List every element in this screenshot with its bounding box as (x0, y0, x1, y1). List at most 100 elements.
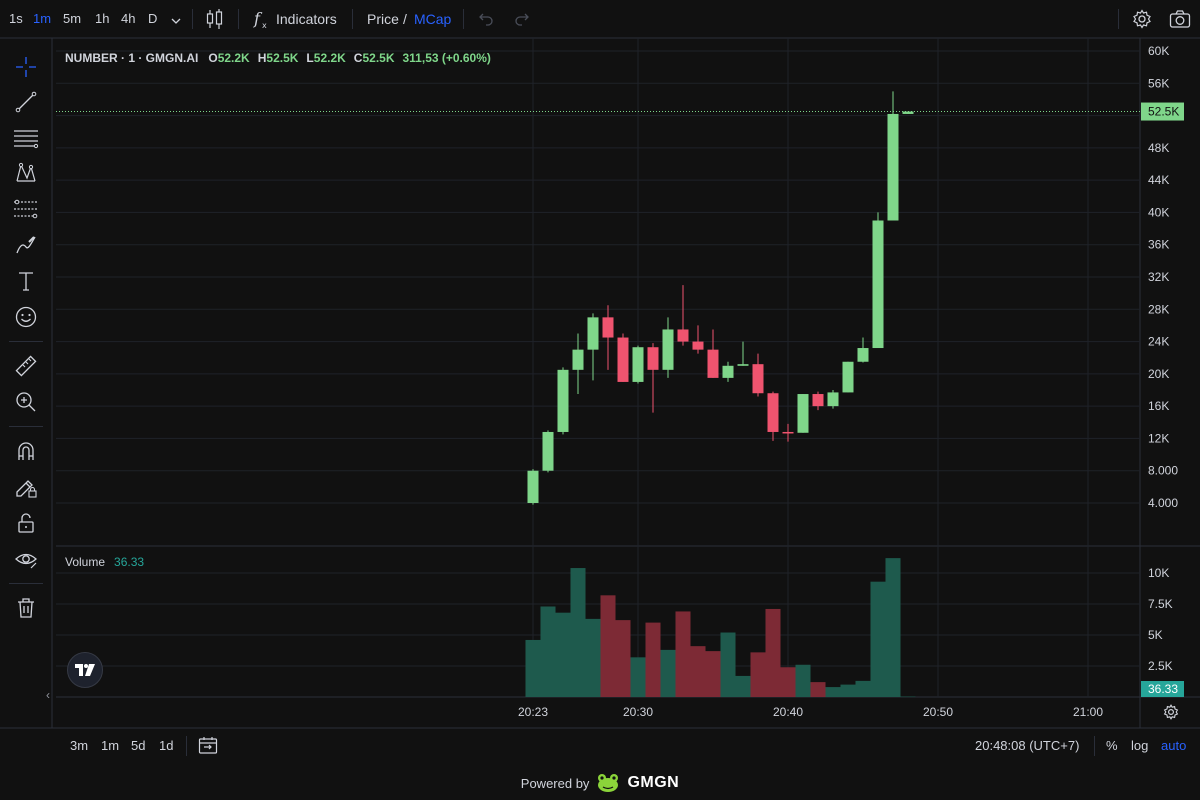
volume-bar (855, 680, 871, 697)
candle-body (617, 337, 629, 382)
candle-body (707, 349, 719, 378)
clock-timezone[interactable]: 20:48:08 (UTC+7) (975, 738, 1080, 753)
goto-date-icon[interactable] (198, 736, 218, 759)
price-mcap-separator: / (403, 11, 407, 27)
brush-icon[interactable] (12, 231, 40, 259)
price-tick-label: 32K (1148, 270, 1169, 284)
auto-scale-button[interactable]: auto (1161, 738, 1187, 753)
low-value: 52.2K (313, 51, 346, 65)
price-tick-label: 44K (1148, 173, 1169, 187)
volume-bar (690, 646, 706, 697)
candle-body (527, 470, 539, 503)
change-value: 311,53 (+0.60%) (402, 51, 491, 65)
zoom-in-icon[interactable] (12, 388, 40, 416)
volume-legend: Volume 36.33 (65, 555, 144, 569)
candle-body (767, 393, 779, 432)
last-volume-tag (1141, 681, 1184, 697)
toolbar-divider (463, 9, 464, 29)
gmgn-frog-icon (598, 774, 619, 792)
range-3m[interactable]: 3m (70, 738, 89, 753)
candle-body (647, 347, 659, 370)
candle-body (662, 329, 674, 370)
open-key: O (208, 51, 218, 65)
camera-icon[interactable] (1169, 9, 1191, 34)
timeframe-D[interactable]: D (148, 11, 158, 26)
volume-bar (795, 664, 811, 697)
volume-label[interactable]: Volume (65, 555, 106, 569)
volume-bar (540, 606, 556, 697)
candle-body (542, 431, 554, 471)
price-toggle[interactable]: Price (367, 11, 399, 27)
price-tick-label: 36K (1148, 238, 1169, 252)
candle-body (812, 394, 824, 407)
volume-tick-label: 5K (1148, 628, 1163, 642)
pattern-icon[interactable] (12, 159, 40, 187)
low-key: L (306, 51, 314, 65)
price-tick-label: 40K (1148, 205, 1169, 219)
range-5d[interactable]: 5d (131, 738, 146, 753)
volume-tick-label: 2.5K (1148, 659, 1173, 673)
emoji-icon[interactable] (12, 303, 40, 331)
timeframe-1s[interactable]: 1s (9, 11, 23, 26)
chevron-left-icon[interactable]: ‹ (46, 688, 50, 702)
range-1m[interactable]: 1m (101, 738, 120, 753)
sidebar-divider (9, 341, 43, 342)
unlock-icon[interactable] (12, 509, 40, 537)
log-scale-button[interactable]: log (1131, 738, 1149, 753)
gear-icon[interactable] (1132, 9, 1152, 34)
chevron-down-icon[interactable] (170, 13, 182, 31)
redo-icon[interactable] (514, 12, 530, 31)
last-volume-label: 36.33 (1148, 682, 1178, 696)
timeframe-1h[interactable]: 1h (95, 11, 110, 26)
volume-bar (645, 622, 661, 697)
volume-bar (750, 652, 766, 697)
volume-bar (585, 618, 601, 697)
sidebar-divider (9, 426, 43, 427)
ruler-icon[interactable] (12, 352, 40, 380)
volume-bar (840, 684, 856, 697)
price-tick-label: 52K (1148, 109, 1169, 123)
volume-bar (630, 657, 646, 697)
indicators-button[interactable]: Indicators (276, 11, 337, 27)
horizontal-lines-icon[interactable] (12, 124, 40, 152)
trend-line-icon[interactable] (12, 88, 40, 116)
svg-text:f: f (253, 9, 263, 28)
undo-icon[interactable] (478, 12, 494, 31)
toolbar-divider (1094, 736, 1095, 756)
time-tick-label: 20:40 (773, 705, 803, 719)
fib-retracement-icon[interactable] (12, 195, 40, 223)
magnet-icon[interactable] (12, 437, 40, 465)
text-tool-icon[interactable] (12, 267, 40, 295)
volume-tick-label: 10K (1148, 566, 1169, 580)
percent-scale-button[interactable]: % (1106, 738, 1118, 753)
volume-bar (720, 632, 736, 697)
lock-drawing-icon[interactable] (12, 473, 40, 501)
settings-small-icon[interactable] (1163, 704, 1179, 725)
price-tick-label: 12K (1148, 431, 1169, 445)
tradingview-logo[interactable] (67, 652, 103, 688)
price-tick-label: 4.000 (1148, 496, 1178, 510)
volume-bar (825, 687, 841, 697)
eye-icon[interactable] (12, 545, 40, 573)
candles-icon[interactable] (205, 8, 225, 35)
high-value: 52.5K (266, 51, 299, 65)
candle-body (602, 317, 614, 338)
range-1d[interactable]: 1d (159, 738, 174, 753)
timeframe-5m[interactable]: 5m (63, 11, 82, 26)
volume-bar (600, 595, 616, 697)
candle-body (632, 347, 644, 382)
time-tick-label: 20:30 (623, 705, 653, 719)
price-tick-label: 60K (1148, 44, 1169, 58)
timeframe-4h[interactable]: 4h (121, 11, 136, 26)
timeframe-1m[interactable]: 1m (33, 11, 52, 26)
volume-bar (900, 696, 916, 698)
close-value: 52.5K (362, 51, 395, 65)
trash-icon[interactable] (12, 594, 40, 622)
footer: Powered by GMGN (0, 766, 1200, 800)
mcap-toggle[interactable]: MCap (414, 11, 452, 27)
symbol-name[interactable]: NUMBER · 1 · GMGN.AI (65, 51, 199, 65)
price-tick-label: 24K (1148, 335, 1169, 349)
crosshair-icon[interactable] (12, 53, 40, 81)
